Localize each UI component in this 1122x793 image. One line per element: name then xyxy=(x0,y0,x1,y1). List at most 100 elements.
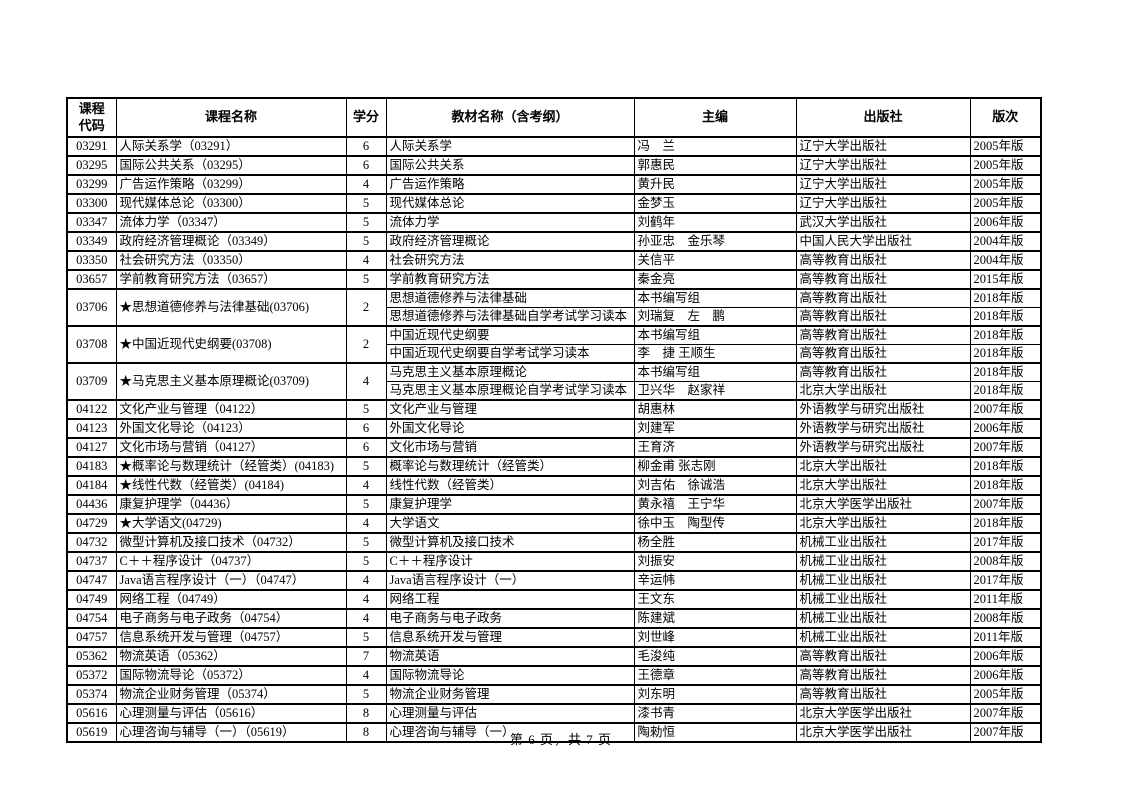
cell-edition: 2018年版 xyxy=(969,513,1042,534)
cell-course-name: 心理测量与评估（05616） xyxy=(115,703,347,724)
cell-editor: 陈建斌 xyxy=(633,608,797,629)
cell-book-title: 物流英语 xyxy=(385,646,635,667)
cell-credits: 5 xyxy=(345,551,387,572)
cell-edition: 2011年版 xyxy=(969,589,1042,610)
cell-publisher: 辽宁大学出版社 xyxy=(795,193,971,214)
cell-course-code: 03350 xyxy=(66,250,117,271)
cell-credits: 8 xyxy=(345,703,387,724)
course-row: 03657 学前教育研究方法（03657） 5 学前教育研究方法 秦金亮 高等教育出版社 2… xyxy=(66,269,1042,290)
cell-course-code: 04732 xyxy=(66,532,117,553)
cell-edition: 2005年版 xyxy=(969,174,1042,195)
cell-credits: 2 xyxy=(345,288,387,327)
cell-book-title: 文化产业与管理 xyxy=(385,399,635,420)
cell-credits: 6 xyxy=(345,155,387,176)
cell-edition: 2018年版 xyxy=(969,456,1042,477)
cell-credits: 6 xyxy=(345,136,387,157)
cell-credits: 6 xyxy=(345,437,387,458)
cell-course-name: ★思想道德修养与法律基础(03706) xyxy=(115,288,347,327)
cell-course-name: 国际公共关系（03295） xyxy=(115,155,347,176)
cell-editor: 本书编写组 xyxy=(633,288,797,308)
cell-book-title: 线性代数（经管类） xyxy=(385,475,635,496)
cell-publisher: 北京大学出版社 xyxy=(795,513,971,534)
cell-credits: 5 xyxy=(345,456,387,477)
cell-edition: 2004年版 xyxy=(969,250,1042,271)
cell-book-title: 电子商务与电子政务 xyxy=(385,608,635,629)
cell-course-name: ★线性代数（经管类）(04184) xyxy=(115,475,347,496)
cell-book-title: 流体力学 xyxy=(385,212,635,233)
cell-course-name: ★中国近现代史纲要(03708) xyxy=(115,325,347,364)
cell-course-code: 03708 xyxy=(66,325,117,364)
cell-credits: 7 xyxy=(345,646,387,667)
course-row: 04127 文化市场与营销（04127） 6 文化市场与营销 王育济 外语教学与研究出版社… xyxy=(66,437,1042,458)
cell-editor: 本书编写组 xyxy=(633,362,797,382)
course-row: 04436 康复护理学（04436） 5 康复护理学 黄永禧 王宁华 北京大学医学出版社 2… xyxy=(66,494,1042,515)
cell-course-name: 文化产业与管理（04122） xyxy=(115,399,347,420)
cell-book-title: 国际公共关系 xyxy=(385,155,635,176)
cell-course-name: 物流英语（05362） xyxy=(115,646,347,667)
course-row: 05374 物流企业财务管理（05374） 5 物流企业财务管理 刘东明 高等教育出版社 2… xyxy=(66,684,1042,705)
cell-book-title: Java语言程序设计（一） xyxy=(385,570,635,591)
cell-edition: 2006年版 xyxy=(969,418,1042,439)
table-header-row: 课程 代码 课程名称 学分 教材名称（含考纲） 主编 出版社 版次 xyxy=(66,97,1042,138)
cell-edition: 2005年版 xyxy=(969,136,1042,157)
course-row: 03291 人际关系学（03291） 6 人际关系学冯 兰辽宁大学出版社 2005年版 xyxy=(66,136,1042,157)
cell-course-name: 广告运作策略（03299） xyxy=(115,174,347,195)
cell-book-title: 马克思主义基本原理概论 xyxy=(385,362,635,382)
cell-edition: 2018年版 xyxy=(969,475,1042,496)
cell-book-title: 中国近现代史纲要 xyxy=(385,325,635,345)
cell-course-code: 03709 xyxy=(66,362,117,401)
cell-publisher: 机械工业出版社 xyxy=(795,589,971,610)
cell-course-name: 人际关系学（03291） xyxy=(115,136,347,157)
cell-publisher: 机械工业出版社 xyxy=(795,608,971,629)
cell-edition: 2004年版 xyxy=(969,231,1042,252)
cell-book-title: 物流企业财务管理 xyxy=(385,684,635,705)
cell-book-title: 外国文化导论 xyxy=(385,418,635,439)
course-row: 03300 现代媒体总论（03300） 5 现代媒体总论 金梦玉 辽宁大学出版社 2005年… xyxy=(66,193,1042,214)
cell-course-code: 04737 xyxy=(66,551,117,572)
cell-publisher: 辽宁大学出版社 xyxy=(795,136,971,157)
cell-course-name: 信息系统开发与管理（04757） xyxy=(115,627,347,648)
cell-editor: 李 捷 王顺生 xyxy=(633,344,797,364)
cell-course-code: 04123 xyxy=(66,418,117,439)
cell-course-code: 04729 xyxy=(66,513,117,534)
cell-credits: 4 xyxy=(345,362,387,401)
cell-course-name: 国际物流导论（05372） xyxy=(115,665,347,686)
cell-publisher: 中国人民大学出版社 xyxy=(795,231,971,252)
cell-publisher: 机械工业出版社 xyxy=(795,532,971,553)
cell-book-title: 网络工程 xyxy=(385,589,635,610)
page-number: 第 6 页，共 7 页 xyxy=(509,732,612,747)
cell-edition: 2007年版 xyxy=(969,703,1042,724)
cell-course-code: 03657 xyxy=(66,269,117,290)
cell-edition: 2017年版 xyxy=(969,532,1042,553)
cell-edition: 2006年版 xyxy=(969,646,1042,667)
cell-publisher: 高等教育出版社 xyxy=(795,307,971,327)
cell-course-name: 康复护理学（04436） xyxy=(115,494,347,515)
cell-course-code: 04754 xyxy=(66,608,117,629)
cell-credits: 4 xyxy=(345,475,387,496)
cell-edition: 2007年版 xyxy=(969,494,1042,515)
cell-book-title: 国际物流导论 xyxy=(385,665,635,686)
cell-course-code: 03300 xyxy=(66,193,117,214)
course-row: 04123 外国文化导论（04123） 6 外国文化导论 刘建军 外语教学与研究出版社 20… xyxy=(66,418,1042,439)
cell-book-title: 中国近现代史纲要自学考试学习读本 xyxy=(385,344,635,364)
cell-credits: 5 xyxy=(345,494,387,515)
course-row: 04754 电子商务与电子政务（04754） 4 电子商务与电子政务 陈建斌 机械工业出版… xyxy=(66,608,1042,629)
cell-publisher: 北京大学医学出版社 xyxy=(795,722,971,743)
cell-book-title: C＋＋程序设计 xyxy=(385,551,635,572)
header-textbook-name: 教材名称（含考纲） xyxy=(385,97,635,138)
cell-credits: 5 xyxy=(345,399,387,420)
course-row: 04732 微型计算机及接口技术（04732） 5 微型计算机及接口技术 杨全胜 机械工业… xyxy=(66,532,1042,553)
cell-edition: 2007年版 xyxy=(969,399,1042,420)
cell-course-name: ★马克思主义基本原理概论(03709) xyxy=(115,362,347,401)
course-row: 05616 心理测量与评估（05616） 8 心理测量与评估 漆书青 北京大学医学出版社 2… xyxy=(66,703,1042,724)
cell-course-name: 电子商务与电子政务（04754） xyxy=(115,608,347,629)
cell-edition: 2005年版 xyxy=(969,684,1042,705)
course-row: 03350 社会研究方法（03350） 4 社会研究方法 关信平 高等教育出版社 2004年… xyxy=(66,250,1042,271)
cell-course-code: 05616 xyxy=(66,703,117,724)
cell-publisher: 机械工业出版社 xyxy=(795,570,971,591)
cell-course-code: 03291 xyxy=(66,136,117,157)
course-row: 04749 网络工程（04749） 4 网络工程 王文东 机械工业出版社 2011年版 xyxy=(66,589,1042,610)
cell-publisher: 外语教学与研究出版社 xyxy=(795,418,971,439)
course-row: 03295 国际公共关系（03295） 6 国际公共关系 郭惠民 辽宁大学出版社 2005年… xyxy=(66,155,1042,176)
cell-course-code: 04184 xyxy=(66,475,117,496)
